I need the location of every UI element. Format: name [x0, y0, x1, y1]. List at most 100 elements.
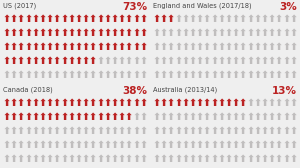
Text: ⬆: ⬆ [46, 98, 54, 108]
Text: ⬆: ⬆ [17, 154, 25, 164]
Text: ⬆: ⬆ [188, 56, 197, 66]
Text: ⬆: ⬆ [10, 56, 18, 66]
Text: ⬆: ⬆ [246, 112, 254, 122]
Text: 73%: 73% [122, 2, 147, 12]
Text: ⬆: ⬆ [17, 42, 25, 52]
Text: ⬆: ⬆ [60, 14, 68, 24]
Text: ⬆: ⬆ [188, 14, 197, 24]
Text: ⬆: ⬆ [139, 56, 148, 66]
Text: ⬆: ⬆ [132, 56, 140, 66]
Text: ⬆: ⬆ [103, 98, 112, 108]
Text: ⬆: ⬆ [239, 126, 247, 136]
Text: ⬆: ⬆ [174, 98, 182, 108]
Text: ⬆: ⬆ [10, 98, 18, 108]
Text: ⬆: ⬆ [289, 70, 298, 80]
Text: ⬆: ⬆ [46, 140, 54, 150]
Text: ⬆: ⬆ [17, 98, 25, 108]
Text: ⬆: ⬆ [181, 56, 190, 66]
Text: ⬆: ⬆ [167, 98, 175, 108]
Text: ⬆: ⬆ [196, 154, 204, 164]
Text: ⬆: ⬆ [10, 112, 18, 122]
Text: ⬆: ⬆ [38, 98, 47, 108]
Text: ⬆: ⬆ [260, 112, 269, 122]
Text: ⬆: ⬆ [210, 14, 218, 24]
Text: ⬆: ⬆ [289, 112, 298, 122]
Text: ⬆: ⬆ [217, 140, 226, 150]
Text: ⬆: ⬆ [125, 28, 133, 38]
Text: ⬆: ⬆ [160, 98, 168, 108]
Text: ⬆: ⬆ [174, 126, 182, 136]
Text: ⬆: ⬆ [260, 154, 269, 164]
Text: ⬆: ⬆ [188, 126, 197, 136]
Text: ⬆: ⬆ [275, 56, 283, 66]
Text: ⬆: ⬆ [289, 56, 298, 66]
Text: ⬆: ⬆ [110, 126, 119, 136]
Text: ⬆: ⬆ [103, 126, 112, 136]
Text: ⬆: ⬆ [203, 70, 211, 80]
Text: ⬆: ⬆ [60, 112, 68, 122]
Text: ⬆: ⬆ [167, 56, 175, 66]
Text: ⬆: ⬆ [110, 42, 119, 52]
Text: ⬆: ⬆ [132, 14, 140, 24]
Text: ⬆: ⬆ [224, 112, 233, 122]
Text: ⬆: ⬆ [160, 140, 168, 150]
Text: ⬆: ⬆ [139, 140, 148, 150]
Text: ⬆: ⬆ [125, 126, 133, 136]
Text: ⬆: ⬆ [246, 14, 254, 24]
Text: ⬆: ⬆ [268, 42, 276, 52]
Text: ⬆: ⬆ [232, 154, 240, 164]
Text: ⬆: ⬆ [103, 154, 112, 164]
Text: ⬆: ⬆ [188, 42, 197, 52]
Text: ⬆: ⬆ [53, 112, 61, 122]
Text: ⬆: ⬆ [282, 154, 290, 164]
Text: ⬆: ⬆ [125, 98, 133, 108]
Text: ⬆: ⬆ [118, 28, 126, 38]
Text: ⬆: ⬆ [110, 56, 119, 66]
Text: ⬆: ⬆ [2, 126, 11, 136]
Text: ⬆: ⬆ [118, 112, 126, 122]
Text: ⬆: ⬆ [31, 126, 40, 136]
Text: ⬆: ⬆ [31, 154, 40, 164]
Text: ⬆: ⬆ [217, 98, 226, 108]
Text: ⬆: ⬆ [10, 42, 18, 52]
Text: ⬆: ⬆ [167, 140, 175, 150]
Text: ⬆: ⬆ [46, 28, 54, 38]
Text: ⬆: ⬆ [96, 56, 104, 66]
Text: ⬆: ⬆ [74, 56, 83, 66]
Text: ⬆: ⬆ [139, 126, 148, 136]
Text: ⬆: ⬆ [24, 56, 32, 66]
Text: ⬆: ⬆ [53, 70, 61, 80]
Text: ⬆: ⬆ [2, 14, 11, 24]
Text: ⬆: ⬆ [160, 56, 168, 66]
Text: ⬆: ⬆ [139, 42, 148, 52]
Text: ⬆: ⬆ [110, 98, 119, 108]
Text: ⬆: ⬆ [31, 140, 40, 150]
Text: ⬆: ⬆ [17, 126, 25, 136]
Text: ⬆: ⬆ [174, 14, 182, 24]
Text: ⬆: ⬆ [96, 98, 104, 108]
Text: ⬆: ⬆ [196, 98, 204, 108]
Text: ⬆: ⬆ [110, 70, 119, 80]
Text: ⬆: ⬆ [217, 154, 226, 164]
Text: ⬆: ⬆ [67, 70, 76, 80]
Text: ⬆: ⬆ [268, 98, 276, 108]
Text: ⬆: ⬆ [82, 98, 90, 108]
Text: ⬆: ⬆ [110, 14, 119, 24]
Text: ⬆: ⬆ [67, 112, 76, 122]
Text: ⬆: ⬆ [260, 28, 269, 38]
Text: ⬆: ⬆ [232, 98, 240, 108]
Text: ⬆: ⬆ [17, 112, 25, 122]
Text: ⬆: ⬆ [282, 42, 290, 52]
Text: ⬆: ⬆ [118, 56, 126, 66]
Text: ⬆: ⬆ [289, 154, 298, 164]
Text: ⬆: ⬆ [74, 28, 83, 38]
Text: ⬆: ⬆ [118, 70, 126, 80]
Text: ⬆: ⬆ [96, 42, 104, 52]
Text: ⬆: ⬆ [289, 28, 298, 38]
Text: ⬆: ⬆ [24, 98, 32, 108]
Text: ⬆: ⬆ [125, 14, 133, 24]
Text: ⬆: ⬆ [89, 140, 97, 150]
Text: ⬆: ⬆ [74, 126, 83, 136]
Text: ⬆: ⬆ [174, 154, 182, 164]
Text: ⬆: ⬆ [239, 140, 247, 150]
